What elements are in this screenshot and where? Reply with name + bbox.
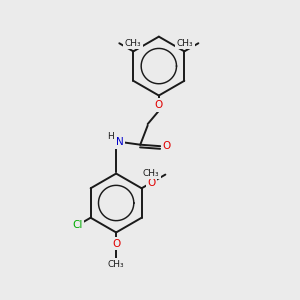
Text: O: O <box>163 141 171 151</box>
Text: CH₃: CH₃ <box>124 39 141 48</box>
Text: O: O <box>147 178 155 188</box>
Text: H: H <box>107 132 114 141</box>
Text: CH₃: CH₃ <box>142 169 159 178</box>
Text: N: N <box>116 137 124 147</box>
Text: CH₃: CH₃ <box>176 39 193 48</box>
Text: O: O <box>112 238 120 249</box>
Text: O: O <box>155 100 163 110</box>
Text: CH₃: CH₃ <box>108 260 124 269</box>
Text: Cl: Cl <box>72 220 82 230</box>
